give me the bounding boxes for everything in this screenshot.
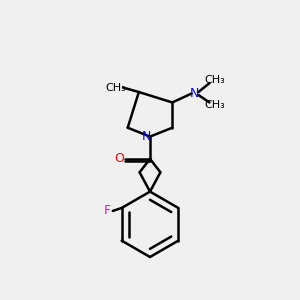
Text: CH₃: CH₃	[204, 100, 225, 110]
Text: N: N	[190, 87, 199, 100]
Text: CH₃: CH₃	[204, 75, 225, 85]
Text: N: N	[142, 130, 151, 143]
Text: CH₃: CH₃	[106, 82, 126, 93]
Text: O: O	[114, 152, 124, 165]
Text: F: F	[103, 204, 110, 218]
